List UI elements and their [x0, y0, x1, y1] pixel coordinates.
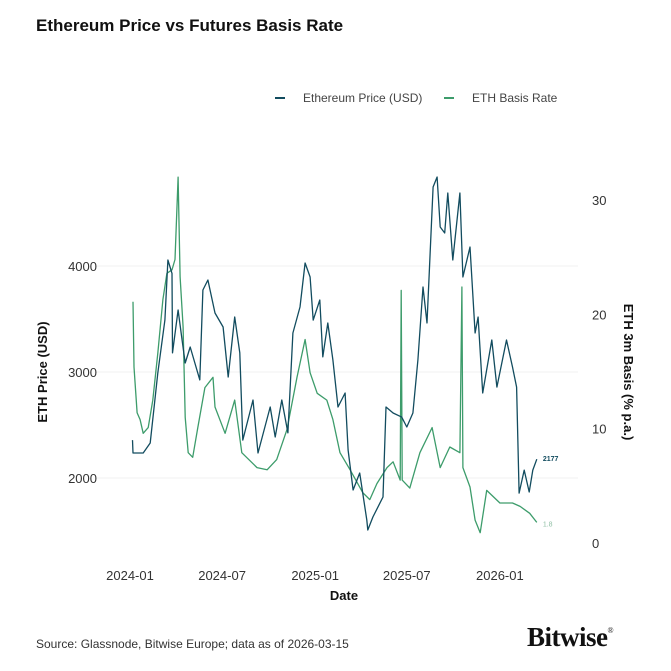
legend-price-label: Ethereum Price (USD): [303, 91, 422, 105]
y2-tick-label: 0: [592, 536, 599, 551]
price-line: [131, 176, 538, 531]
legend-basis-label: ETH Basis Rate: [472, 91, 558, 105]
x-axis-label: Date: [330, 588, 358, 603]
y2-axis-label: ETH 3m Basis (% p.a.): [621, 304, 636, 441]
y2-tick-label: 20: [592, 307, 606, 322]
price-end-label: 2177: [543, 456, 559, 463]
source-note: Source: Glassnode, Bitwise Europe; data …: [36, 637, 349, 651]
y2-tick-label: 30: [592, 193, 606, 208]
x-tick-label: 2025-01: [291, 568, 339, 583]
x-tick-label: 2025-07: [383, 568, 431, 583]
legend: Ethereum Price (USD) ETH Basis Rate: [275, 91, 558, 105]
x-tick-label: 2024-07: [198, 568, 246, 583]
x-tick-label: 2024-01: [106, 568, 154, 583]
x-tick-label: 2026-01: [476, 568, 524, 583]
y-tick-label: 2000: [68, 471, 97, 486]
chart-title: Ethereum Price vs Futures Basis Rate: [36, 16, 344, 35]
y-tick-label: 3000: [68, 365, 97, 380]
basis-line: [132, 176, 538, 534]
y-tick-label: 4000: [68, 259, 97, 274]
y2-tick-label: 10: [592, 422, 606, 437]
basis-end-label: 1.8: [543, 521, 553, 528]
bitwise-logo: Bitwise®: [527, 622, 614, 652]
y-axis-label: ETH Price (USD): [35, 321, 50, 422]
logo-text: Bitwise: [527, 622, 608, 652]
